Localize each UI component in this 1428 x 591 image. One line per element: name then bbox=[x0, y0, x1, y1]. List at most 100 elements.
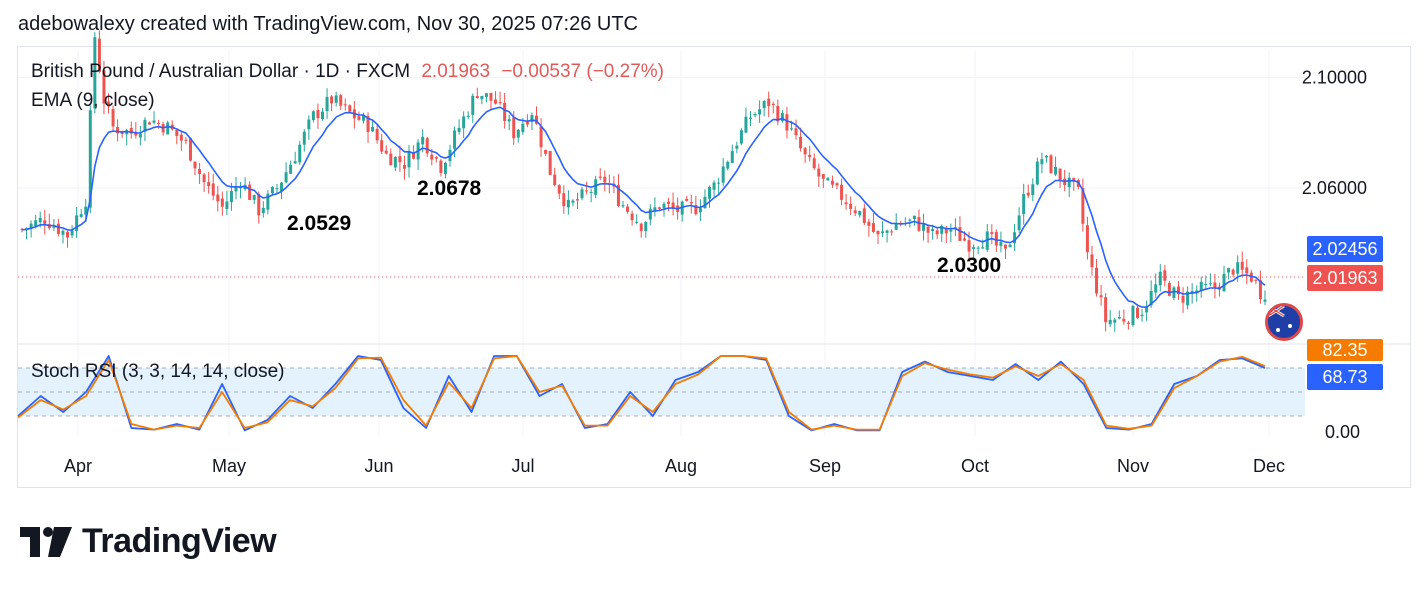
candle-body bbox=[853, 210, 857, 214]
candle-body bbox=[66, 231, 70, 238]
candle-body bbox=[1245, 267, 1249, 274]
x-tick-label: Aug bbox=[665, 456, 697, 476]
candle-body bbox=[507, 119, 511, 122]
candle-body bbox=[325, 96, 329, 112]
candle-body bbox=[1013, 232, 1017, 244]
candle-body bbox=[616, 185, 620, 207]
candle-body bbox=[234, 186, 238, 192]
candle-body bbox=[885, 230, 889, 233]
candle-body bbox=[348, 105, 352, 112]
candle-body bbox=[1126, 322, 1130, 324]
candle-body bbox=[694, 204, 698, 215]
candle-body bbox=[1208, 283, 1212, 285]
candle-body bbox=[302, 131, 306, 145]
candle-body bbox=[940, 225, 944, 234]
candle-body bbox=[858, 210, 862, 216]
candle-body bbox=[1176, 286, 1180, 295]
candle-body bbox=[380, 140, 384, 152]
candle-body bbox=[912, 215, 916, 219]
candle-body bbox=[562, 193, 566, 207]
candle-body bbox=[717, 182, 721, 184]
candle-body bbox=[771, 103, 775, 106]
candle-body bbox=[571, 200, 575, 203]
candle-body bbox=[1258, 280, 1262, 300]
candle-body bbox=[1254, 279, 1258, 281]
candle-body bbox=[671, 202, 675, 208]
chart-frame[interactable] bbox=[17, 46, 1411, 488]
candle-body bbox=[116, 127, 120, 134]
candle-body bbox=[621, 205, 625, 207]
candle-body bbox=[1122, 318, 1126, 322]
candle-body bbox=[525, 121, 529, 125]
candle-body bbox=[1140, 314, 1144, 317]
candle-body bbox=[1026, 192, 1030, 196]
candle-body bbox=[689, 202, 693, 204]
candle-body bbox=[293, 161, 297, 164]
candle-body bbox=[949, 229, 953, 232]
candle-body bbox=[653, 207, 657, 211]
candle-body bbox=[557, 185, 561, 194]
candle-body bbox=[366, 116, 370, 133]
candle-body bbox=[361, 115, 365, 121]
candle-body bbox=[412, 152, 416, 159]
candle-body bbox=[239, 187, 243, 189]
candle-body bbox=[248, 184, 252, 200]
candle-body bbox=[953, 227, 957, 229]
candle-body bbox=[225, 201, 229, 210]
candle-body bbox=[1104, 297, 1108, 323]
candle-body bbox=[626, 206, 630, 212]
candle-body bbox=[835, 183, 839, 186]
candle-body bbox=[812, 158, 816, 169]
candle-body bbox=[644, 222, 648, 232]
candle-body bbox=[220, 198, 224, 207]
candle-body bbox=[402, 165, 406, 169]
candle-body bbox=[430, 154, 434, 160]
candle-body bbox=[575, 199, 579, 201]
candle-body bbox=[758, 109, 762, 115]
candle-body bbox=[298, 144, 302, 163]
candle-body bbox=[657, 207, 661, 209]
stoch-k-badge: 68.73 bbox=[1307, 364, 1383, 390]
candle-body bbox=[1058, 168, 1062, 181]
candle-body bbox=[931, 228, 935, 231]
candle-body bbox=[152, 120, 156, 123]
candle-body bbox=[594, 179, 598, 195]
candle-body bbox=[1240, 261, 1244, 270]
y-tick-label: 2.06000 bbox=[1302, 178, 1367, 198]
candle-body bbox=[544, 149, 548, 154]
x-tick-label: May bbox=[212, 456, 246, 476]
candle-body bbox=[1040, 159, 1044, 165]
candle-body bbox=[981, 247, 985, 249]
candle-body bbox=[193, 161, 197, 169]
candle-body bbox=[598, 176, 602, 178]
candle-body bbox=[494, 99, 498, 104]
candle-body bbox=[307, 119, 311, 130]
candle-body bbox=[111, 109, 115, 127]
candle-body bbox=[443, 162, 447, 174]
candle-body bbox=[1003, 244, 1007, 249]
candle-body bbox=[1167, 282, 1171, 296]
annotation-low-jun: 2.0678 bbox=[417, 177, 482, 200]
candle-body bbox=[211, 183, 215, 196]
price-change: −0.00537 (−0.27%) bbox=[501, 61, 665, 82]
candle-body bbox=[922, 224, 926, 231]
candle-body bbox=[976, 247, 980, 249]
candle-body bbox=[471, 95, 475, 115]
candle-body bbox=[1035, 161, 1039, 185]
candle-body bbox=[97, 38, 101, 72]
candle-body bbox=[881, 231, 885, 234]
candle-body bbox=[808, 154, 812, 157]
candle-body bbox=[1031, 184, 1035, 196]
stoch-y-tick-label: 0.00 bbox=[1325, 422, 1360, 442]
candle-body bbox=[1072, 177, 1076, 182]
tradingview-logo[interactable]: TradingView bbox=[20, 522, 277, 561]
candle-body bbox=[1158, 271, 1162, 286]
candle-body bbox=[972, 247, 976, 249]
candle-body bbox=[1154, 284, 1158, 293]
candle-body bbox=[1054, 166, 1058, 175]
candle-body bbox=[1145, 306, 1149, 313]
candle-body bbox=[284, 172, 288, 183]
last-price-badge: 2.01963 bbox=[1307, 265, 1383, 291]
candle-body bbox=[730, 151, 734, 164]
